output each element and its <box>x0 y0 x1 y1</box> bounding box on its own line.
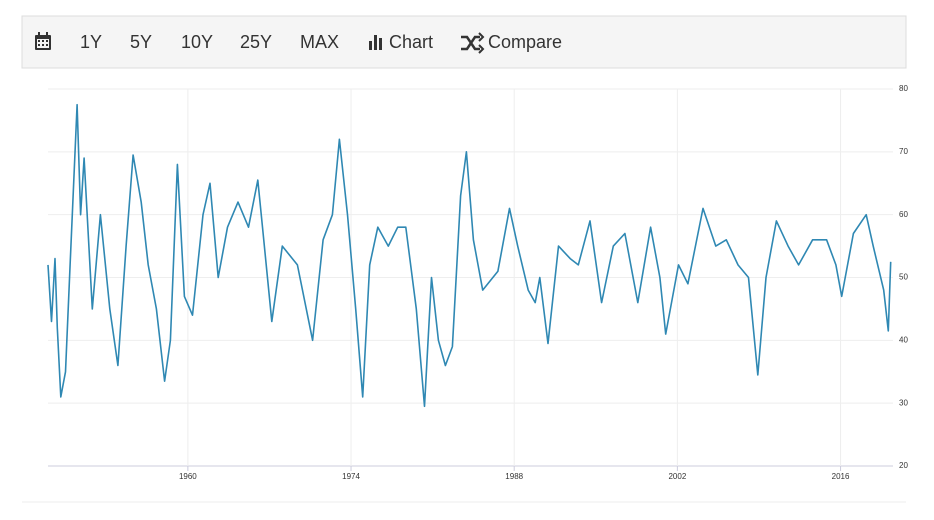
y-tick-label: 20 <box>899 461 908 470</box>
x-tick-label: 1960 <box>179 472 197 481</box>
range-button[interactable]: 1Y <box>80 32 102 52</box>
x-tick-label: 1974 <box>342 472 360 481</box>
range-button[interactable]: 25Y <box>240 32 272 52</box>
shuffle-icon <box>461 32 485 54</box>
y-tick-label: 80 <box>899 84 908 93</box>
series-line <box>47 103 892 408</box>
x-tick-label: 2002 <box>668 472 686 481</box>
chart-button[interactable]: Chart <box>389 32 433 52</box>
x-tick-label: 1988 <box>505 472 523 481</box>
range-button[interactable]: 5Y <box>130 32 152 52</box>
toolbar <box>21 15 907 69</box>
y-tick-label: 30 <box>899 398 908 407</box>
compare-button[interactable]: Compare <box>488 32 562 52</box>
y-tick-label: 50 <box>899 273 908 282</box>
bar-icon <box>369 35 382 50</box>
range-button[interactable]: MAX <box>300 32 339 52</box>
y-tick-label: 70 <box>899 147 908 156</box>
calendar-icon[interactable] <box>35 32 51 50</box>
x-tick-label: 2016 <box>832 472 850 481</box>
y-tick-label: 60 <box>899 210 908 219</box>
range-button[interactable]: 10Y <box>181 32 213 52</box>
y-tick-label: 40 <box>899 335 908 344</box>
